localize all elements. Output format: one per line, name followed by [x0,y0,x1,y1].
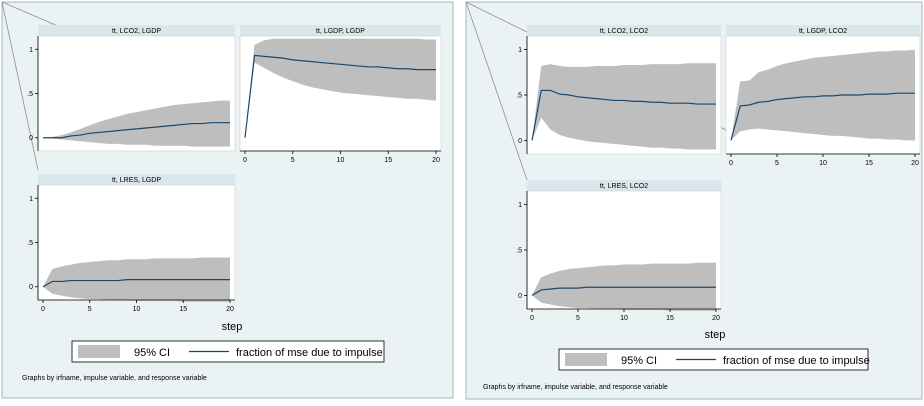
y-tick-label: 1 [29,196,33,203]
panel-title-strip [38,25,235,36]
x-tick-label: 15 [666,315,674,322]
y-tick-label: .5 [27,240,33,247]
x-tick-label: 0 [243,157,247,164]
x-tick-label: 5 [775,160,779,167]
panel-title-strip [38,174,235,185]
panel-title-strip [527,25,721,36]
legend: 95% CI fraction of mse due to impulse [558,348,870,371]
decorative-line [465,1,528,181]
y-tick-label: 0 [29,135,33,142]
panel-title: tt, LGDP, LGDP [316,28,365,35]
irf-panel-1: tt, LCO2, LCO2 0 .5 1 [516,25,722,155]
footnote: Graphs by irfname, impulse variable, and… [483,384,668,391]
y-tick-label: 1 [518,202,522,209]
x-axis-title: step [222,321,243,333]
panel-title-strip [726,25,920,36]
decorative-line [1,1,39,171]
panel-title-strip [240,25,441,36]
y-tick-label: 0 [518,138,522,145]
x-tick-label: 5 [88,306,92,313]
footnote: Graphs by irfname, impulse variable, and… [22,375,207,382]
legend-ci-label: 95% CI [134,347,170,359]
x-axis-title: step [705,329,726,341]
ci-band [245,38,436,138]
response-line [244,54,436,138]
legend-ci-swatch [565,353,607,366]
y-tick-label: .5 [516,248,522,255]
x-tick-label: 15 [384,157,392,164]
panel-title: tt, LCO2, LGDP [112,28,161,35]
y-tick-label: .5 [516,93,522,100]
legend-ci-label: 95% CI [621,355,657,367]
y-tick-label: 0 [518,293,522,300]
x-tick-label: 10 [337,157,345,164]
irf-panel-1: tt, LCO2, LGDP 0 .5 1 [27,25,236,152]
x-tick-label: 15 [179,306,187,313]
x-tick-label: 20 [226,306,234,313]
x-tick-label: 10 [620,315,628,322]
panel-title-strip [527,180,721,191]
x-tick-label: 10 [133,306,141,313]
legend: 95% CI fraction of mse due to impulse [71,340,385,363]
x-tick-label: 10 [819,160,827,167]
x-tick-label: 5 [576,315,580,322]
response-line [42,279,230,288]
panel-title: tt, LCO2, LCO2 [600,28,648,35]
ci-band [532,63,716,150]
legend-line-label: fraction of mse due to impulse [723,355,870,367]
legend-ci-swatch [78,345,120,358]
x-tick-label: 20 [712,315,720,322]
panel-title: tt, LRES, LGDP [112,177,161,184]
x-tick-label: 0 [530,315,534,322]
y-tick-label: .5 [27,91,33,98]
legend-line-label: fraction of mse due to impulse [236,347,383,359]
panel-title: tt, LRES, LCO2 [600,183,648,190]
panel-title: tt, LGDP, LCO2 [799,28,847,35]
response-line [531,286,716,296]
x-tick-label: 0 [41,306,45,313]
ci-band [731,49,915,141]
x-tick-label: 20 [911,160,919,167]
response-line [531,89,716,141]
x-tick-label: 0 [729,160,733,167]
x-tick-label: 20 [432,157,440,164]
y-tick-label: 1 [29,47,33,54]
y-tick-label: 0 [29,284,33,291]
response-line [43,122,230,139]
irf-panel-2: tt, LGDP, LCO2 0 5 10 15 20 [725,25,921,167]
irf-panel-2: tt, LGDP, LGDP 0 5 10 15 20 [239,25,442,164]
x-tick-label: 15 [865,160,873,167]
y-tick-label: 1 [518,47,522,54]
response-line [730,92,915,141]
ci-band [43,100,230,147]
x-tick-label: 5 [291,157,295,164]
